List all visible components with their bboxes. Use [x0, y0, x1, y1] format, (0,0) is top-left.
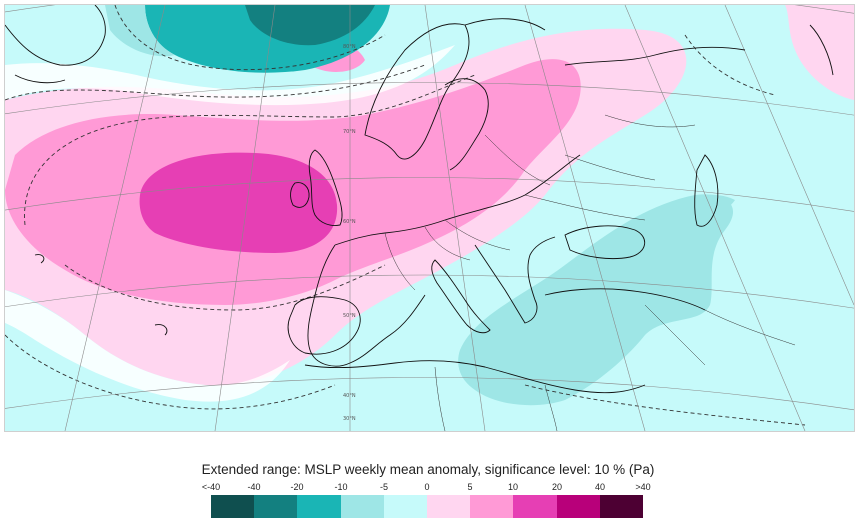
legend-swatch — [600, 495, 643, 518]
lat-label-30: 30°N — [343, 416, 356, 422]
legend-swatch — [557, 495, 601, 518]
graticule-labels: 80°N 70°N 60°N 50°N 40°N 30°N — [343, 44, 356, 422]
legend-tick: -40 — [247, 482, 261, 492]
lat-label-60: 60°N — [343, 219, 356, 225]
anomaly-region-neg-5-10-med — [458, 194, 734, 406]
anomaly-near-zero — [5, 290, 290, 402]
lat-label-50: 50°N — [343, 313, 356, 319]
legend-tick: 10 — [507, 482, 519, 492]
anomaly-region-0-5-ne — [785, 5, 854, 100]
legend-tick: -5 — [379, 482, 389, 492]
map-canvas: 80°N 70°N 60°N 50°N 40°N 30°N — [5, 5, 854, 431]
legend-swatch — [297, 495, 342, 518]
legend-swatch — [341, 495, 385, 518]
significance-contours — [5, 5, 806, 426]
legend-tick: <-40 — [201, 482, 221, 492]
lat-label-80: 80°N — [343, 44, 356, 50]
legend-tick: 40 — [594, 482, 606, 492]
legend-tick: 20 — [551, 482, 563, 492]
graticule — [5, 5, 854, 431]
legend-swatch — [254, 495, 298, 518]
coastlines — [5, 5, 834, 394]
lat-label-70: 70°N — [343, 129, 356, 135]
legend-tick: 5 — [467, 482, 473, 492]
legend-swatch — [211, 495, 255, 518]
country-borders — [384, 114, 796, 431]
legend-tick: 0 — [424, 482, 430, 492]
lat-label-40: 40°N — [343, 393, 356, 399]
anomaly-region-neg-20-40 — [245, 5, 375, 46]
color-legend: <-40 -40 -20 -10 -5 0 5 10 20 40 >40 — [202, 478, 651, 522]
map-caption: Extended range: MSLP weekly mean anomaly… — [201, 462, 655, 477]
anomaly-map: 80°N 70°N 60°N 50°N 40°N 30°N — [4, 4, 855, 432]
anomaly-near-zero-north — [5, 45, 455, 106]
legend-swatch — [470, 495, 514, 518]
legend-swatch — [427, 495, 471, 518]
legend-swatch — [384, 495, 428, 518]
legend-swatch — [513, 495, 558, 518]
anomaly-region-10-20 — [139, 152, 338, 253]
anomaly-region-neg-5-10-north — [105, 5, 175, 57]
legend-tick: -10 — [334, 482, 348, 492]
legend-tick: >40 — [635, 482, 651, 492]
legend-tick: -20 — [290, 482, 304, 492]
